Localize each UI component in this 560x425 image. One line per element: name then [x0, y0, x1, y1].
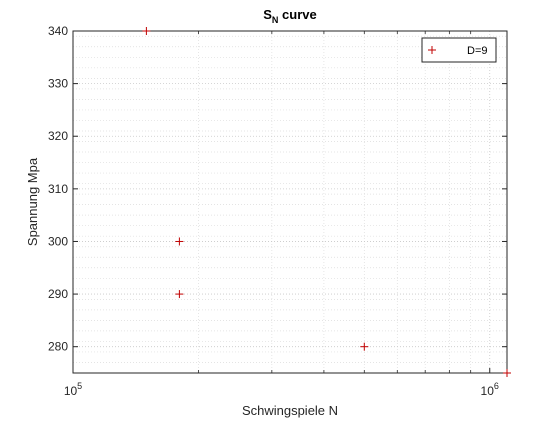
x-axis-label: Schwingspiele N — [242, 403, 338, 418]
chart-title-suffix: curve — [278, 7, 316, 22]
axis-ticks — [72, 30, 507, 373]
data-point — [360, 342, 369, 351]
data-point — [175, 237, 184, 246]
data-point — [142, 27, 151, 35]
y-tick-label: 320 — [48, 129, 68, 143]
chart-title-subscript: N — [272, 15, 279, 25]
y-tick-label: 300 — [48, 234, 68, 248]
x-tick-label: 105 — [64, 381, 82, 398]
y-tick-label: 290 — [48, 287, 68, 301]
grid — [72, 30, 507, 374]
x-tick-label: 106 — [481, 381, 499, 398]
legend-marker — [428, 46, 436, 54]
plot-area-border — [72, 30, 508, 374]
y-axis-label: Spannung Mpa — [25, 157, 40, 246]
chart-title: SN curve — [263, 7, 316, 25]
legend: D=9 — [421, 37, 497, 63]
data-point — [175, 290, 184, 299]
y-tick-label: 280 — [48, 340, 68, 354]
y-tick-label: 340 — [48, 24, 68, 38]
data-points — [142, 27, 511, 377]
x-tick-labels: 105 106 — [64, 381, 499, 398]
chart-title-main: S — [263, 7, 272, 22]
legend-label: D=9 — [467, 45, 488, 57]
y-tick-label: 330 — [48, 77, 68, 91]
data-point — [503, 369, 511, 377]
y-tick-labels: 280 290 300 310 320 330 340 — [48, 24, 68, 354]
y-tick-label: 310 — [48, 182, 68, 196]
